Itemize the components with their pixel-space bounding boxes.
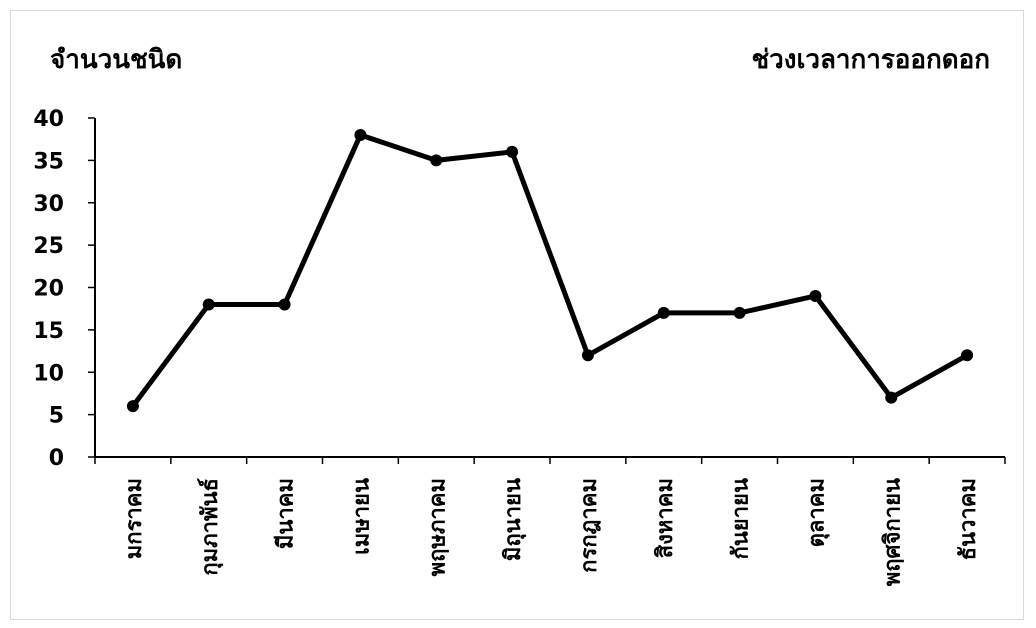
x-tick-label: เมษายน [349, 478, 374, 555]
y-tick-label: 10 [33, 361, 64, 386]
x-tick-label: พฤษภาคม [425, 478, 450, 576]
data-point [430, 154, 443, 167]
data-point [506, 145, 519, 158]
series-line [130, 132, 969, 408]
y-tick-label: 0 [49, 446, 64, 471]
series-line-group [126, 128, 974, 413]
y-tick-label: 20 [33, 277, 64, 302]
y-tick-label: 15 [33, 319, 64, 344]
y-tick-label: 25 [33, 234, 64, 259]
data-point [581, 349, 594, 362]
y-tick-label: 30 [33, 192, 64, 217]
y-tick-label: 35 [33, 149, 64, 174]
x-axis-title: ช่วงเวลาการออกดอก [752, 45, 990, 75]
x-tick-label: ตุลาคม [804, 478, 830, 547]
x-tick-label: กันยายน [729, 478, 754, 560]
data-point [961, 349, 974, 362]
data-point [278, 298, 291, 311]
chart-frame [10, 10, 1024, 620]
data-point [657, 306, 670, 319]
data-point [126, 400, 139, 413]
data-point [809, 289, 822, 302]
data-point [733, 306, 746, 319]
data-point [202, 298, 215, 311]
x-tick-label: มกราคม [122, 478, 147, 559]
x-tick-label: ธันวาคม [956, 478, 981, 560]
x-tick-label: พฤศจิกายน [880, 478, 905, 586]
x-tick-label: กุมภาพันธ์ [197, 478, 224, 576]
y-tick-label: 40 [33, 107, 64, 132]
x-tick-label: มีนาคม [274, 478, 299, 549]
data-point [885, 391, 898, 404]
data-point [354, 128, 367, 141]
x-tick-label: สิงหาคม [653, 478, 678, 558]
x-axis-ticks: มกราคม กุมภาพันธ์ มีนาคม เมษายน พฤษภาคม มิถุน… [94, 457, 1006, 586]
x-tick-label: มิถุนายน [501, 478, 527, 561]
y-axis-title: จำนวนชนิด [50, 45, 182, 75]
y-axis-ticks: 0 5 10 15 20 25 30 35 40 [33, 107, 95, 471]
x-tick-label: กรกฎาคม [577, 478, 602, 573]
y-tick-label: 5 [49, 404, 64, 429]
